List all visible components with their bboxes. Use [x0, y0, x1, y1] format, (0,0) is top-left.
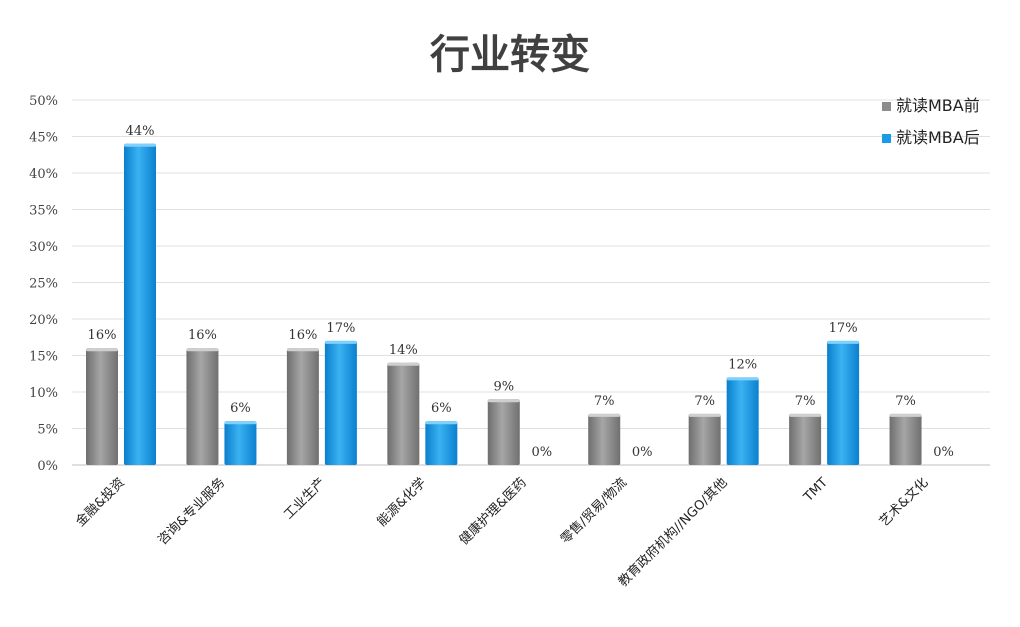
data-label: 16% [188, 328, 217, 343]
chart-title: 行业转变 [430, 32, 590, 78]
data-label: 9% [493, 379, 514, 394]
bar-before [588, 413, 621, 465]
data-label: 0% [933, 445, 954, 460]
category-label: 艺术&文化 [877, 475, 932, 530]
y-tick-label: 0% [37, 459, 58, 474]
bar-cap [324, 340, 357, 344]
data-label: 0% [531, 445, 552, 460]
legend-swatch [882, 102, 891, 111]
data-label: 6% [431, 401, 452, 416]
bar-before [86, 348, 118, 465]
bar-cap [688, 413, 721, 417]
bar-cap [789, 413, 822, 417]
bar-cap [827, 340, 860, 344]
bar-before [487, 399, 520, 465]
y-tick-label: 20% [29, 313, 58, 328]
data-label: 7% [594, 394, 615, 409]
bar-cap [726, 377, 759, 381]
y-tick-label: 5% [37, 423, 58, 438]
data-label: 14% [389, 343, 418, 358]
bar-cap [186, 348, 219, 352]
data-label: 16% [288, 328, 317, 343]
y-tick-label: 45% [29, 131, 58, 146]
category-label: 咨询&专业服务 [155, 475, 229, 549]
legend-label: 就读MBA后 [896, 128, 980, 147]
bar-after [324, 340, 357, 465]
bar-cap [86, 348, 118, 352]
data-label: 0% [632, 445, 653, 460]
y-tick-label: 25% [29, 277, 58, 292]
bar-after [124, 143, 156, 466]
category-label: 零售/贸易/物流 [557, 475, 630, 548]
bar-before [286, 348, 319, 465]
category-label: 教育政府机构//NGO/其他 [615, 475, 730, 590]
bar-cap [224, 421, 257, 425]
bar-cap [286, 348, 319, 352]
category-label: 能源&化学 [374, 475, 429, 530]
y-tick-label: 40% [29, 167, 58, 182]
bar-after [827, 340, 860, 465]
legend-swatch [882, 134, 891, 143]
data-label: 7% [895, 394, 916, 409]
data-label: 17% [829, 321, 858, 336]
bar-cap [124, 143, 156, 147]
category-label: 健康护理&医药 [456, 475, 530, 549]
data-label: 44% [126, 124, 155, 139]
y-tick-label: 30% [29, 240, 58, 255]
data-label: 6% [230, 401, 251, 416]
bar-cap [387, 362, 420, 366]
bar-before [387, 362, 420, 465]
data-label: 12% [728, 357, 757, 372]
y-tick-label: 35% [29, 204, 58, 219]
bar-before [688, 413, 721, 465]
bar-before [889, 413, 922, 465]
y-tick-label: 50% [29, 94, 58, 109]
data-label: 7% [694, 394, 715, 409]
bar-after [425, 421, 458, 465]
bar-before [789, 413, 822, 465]
legend-label: 就读MBA前 [896, 96, 980, 115]
bar-cap [425, 421, 458, 425]
bar-before [186, 348, 219, 465]
bar-after [726, 377, 759, 465]
bar-cap [588, 413, 621, 417]
data-label: 16% [88, 328, 117, 343]
bar-cap [487, 399, 520, 403]
bar-cap [889, 413, 922, 417]
category-label: 金融&投资 [73, 475, 128, 530]
category-label: 工业生产 [281, 475, 328, 522]
data-label: 17% [326, 321, 355, 336]
data-label: 7% [795, 394, 816, 409]
category-label: TMT [800, 475, 831, 506]
bar-after [224, 421, 257, 465]
y-tick-label: 15% [29, 350, 58, 365]
y-tick-label: 10% [29, 386, 58, 401]
